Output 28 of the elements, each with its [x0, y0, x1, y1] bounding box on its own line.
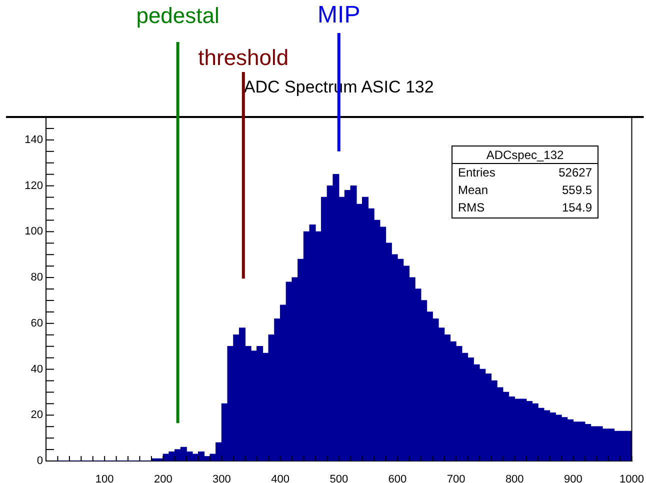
y-tick-label: 140	[24, 134, 43, 146]
ref-line-label: pedestal	[136, 3, 220, 28]
x-tick-label: 300	[212, 474, 231, 483]
y-tick-label: 80	[30, 272, 43, 284]
annotation: Mean	[458, 183, 488, 198]
y-tick-label: 60	[30, 317, 43, 330]
y-tick-label: 20	[30, 409, 43, 422]
x-tick-label: 500	[330, 474, 348, 483]
x-tick-label: 200	[154, 474, 172, 483]
ref-line-label: threshold	[198, 45, 289, 70]
y-tick-label: 100	[24, 226, 43, 238]
y-tick-label: 40	[30, 363, 43, 376]
y-tick-label: 0	[36, 455, 43, 468]
y-tick-label: 120	[24, 180, 43, 192]
ref-line-label: MIP	[318, 2, 360, 29]
annotation: 52627	[558, 166, 592, 180]
annotation: 154.9	[562, 200, 592, 215]
annotation: ADCspec_132	[486, 148, 564, 162]
annotation: RMS	[458, 200, 485, 215]
x-tick-label: 600	[388, 474, 407, 483]
annotation: Entries	[458, 166, 496, 180]
x-tick-label: 800	[505, 474, 524, 483]
annotation: 559.5	[562, 183, 592, 198]
x-tick-label: 700	[446, 474, 466, 483]
x-tick-label: 100	[95, 474, 114, 483]
x-tick-label: 900	[564, 474, 582, 483]
x-tick-label: 1000	[620, 474, 644, 483]
x-tick-label: 400	[271, 474, 290, 483]
